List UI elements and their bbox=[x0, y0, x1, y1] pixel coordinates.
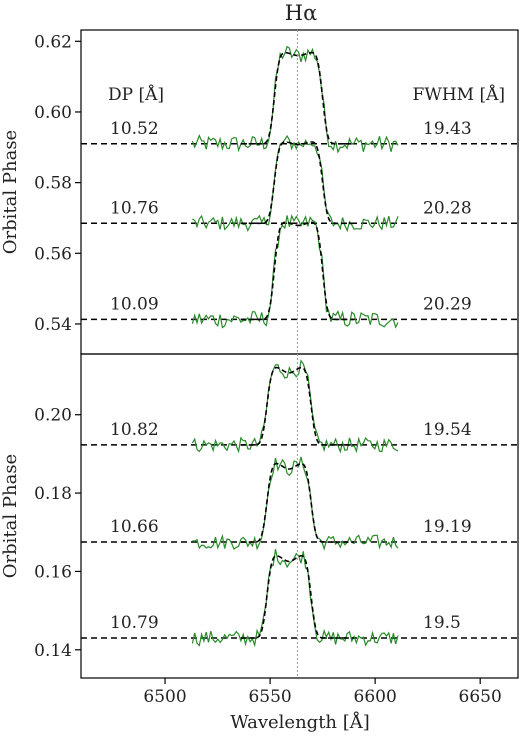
model-fit bbox=[240, 366, 355, 446]
fwhm-value: 19.43 bbox=[423, 119, 472, 139]
fwhm-value: 19.5 bbox=[423, 613, 461, 633]
bottom-y-ticks: 0.14 0.16 0.18 0.20 bbox=[34, 406, 81, 661]
x-tick-label: 6650 bbox=[459, 687, 502, 707]
fwhm-value: 19.19 bbox=[423, 517, 472, 537]
model-fit bbox=[240, 554, 355, 639]
fwhm-value: 20.28 bbox=[423, 198, 472, 218]
top-y-ticks: 0.54 0.56 0.58 0.60 0.62 bbox=[34, 32, 81, 335]
top-annotations: 10.52 19.43 10.76 20.28 10.09 20.29 bbox=[110, 119, 472, 315]
x-axis-label: Wavelength [Å] bbox=[230, 711, 370, 733]
observed-spectrum bbox=[191, 359, 399, 454]
observed-spectrum bbox=[191, 549, 399, 648]
bottom-profiles bbox=[81, 359, 518, 648]
bottom-panel-frame bbox=[80, 353, 519, 679]
model-fit bbox=[240, 462, 355, 543]
x-tick-label: 6600 bbox=[354, 687, 397, 707]
y-tick-label: 0.16 bbox=[34, 562, 72, 582]
dp-value: 10.82 bbox=[110, 420, 159, 440]
y-tick-label: 0.58 bbox=[34, 174, 72, 194]
x-ticks: 6500 6550 6600 6650 bbox=[143, 678, 502, 707]
fwhm-value: 19.54 bbox=[423, 420, 472, 440]
dp-value: 10.09 bbox=[110, 294, 159, 314]
observed-spectrum bbox=[191, 214, 399, 329]
y-tick-label: 0.14 bbox=[34, 641, 72, 661]
bottom-annotations: 10.82 19.54 10.66 19.19 10.79 19.5 bbox=[110, 420, 472, 633]
dp-header: DP [Å] bbox=[108, 84, 164, 105]
y-tick-label: 0.62 bbox=[34, 32, 72, 52]
y-tick-label: 0.18 bbox=[34, 484, 72, 504]
observed-spectrum bbox=[192, 456, 399, 551]
top-profiles bbox=[81, 45, 518, 329]
model-fit bbox=[240, 221, 355, 321]
y-tick-label: 0.60 bbox=[34, 103, 72, 123]
fwhm-value: 20.29 bbox=[423, 294, 472, 314]
model-fit bbox=[240, 141, 355, 225]
y-tick-label: 0.54 bbox=[34, 315, 72, 335]
dp-value: 10.79 bbox=[110, 613, 159, 633]
top-y-axis-label: Orbital Phase bbox=[0, 130, 21, 254]
chart-title: Hα bbox=[285, 1, 318, 25]
dp-value: 10.66 bbox=[110, 517, 159, 537]
observed-spectrum bbox=[192, 134, 399, 233]
observed-spectrum bbox=[191, 45, 399, 154]
dp-value: 10.52 bbox=[110, 119, 159, 139]
x-tick-label: 6500 bbox=[143, 687, 186, 707]
dp-value: 10.76 bbox=[110, 198, 159, 218]
y-tick-label: 0.20 bbox=[34, 406, 72, 426]
fwhm-header: FWHM [Å] bbox=[413, 84, 505, 105]
bottom-y-axis-label: Orbital Phase bbox=[0, 454, 21, 578]
x-tick-label: 6550 bbox=[248, 687, 291, 707]
y-tick-label: 0.56 bbox=[34, 244, 72, 264]
top-panel: 0.54 0.56 0.58 0.60 0.62 10.52 19.43 10.76 20.2… bbox=[0, 29, 519, 355]
